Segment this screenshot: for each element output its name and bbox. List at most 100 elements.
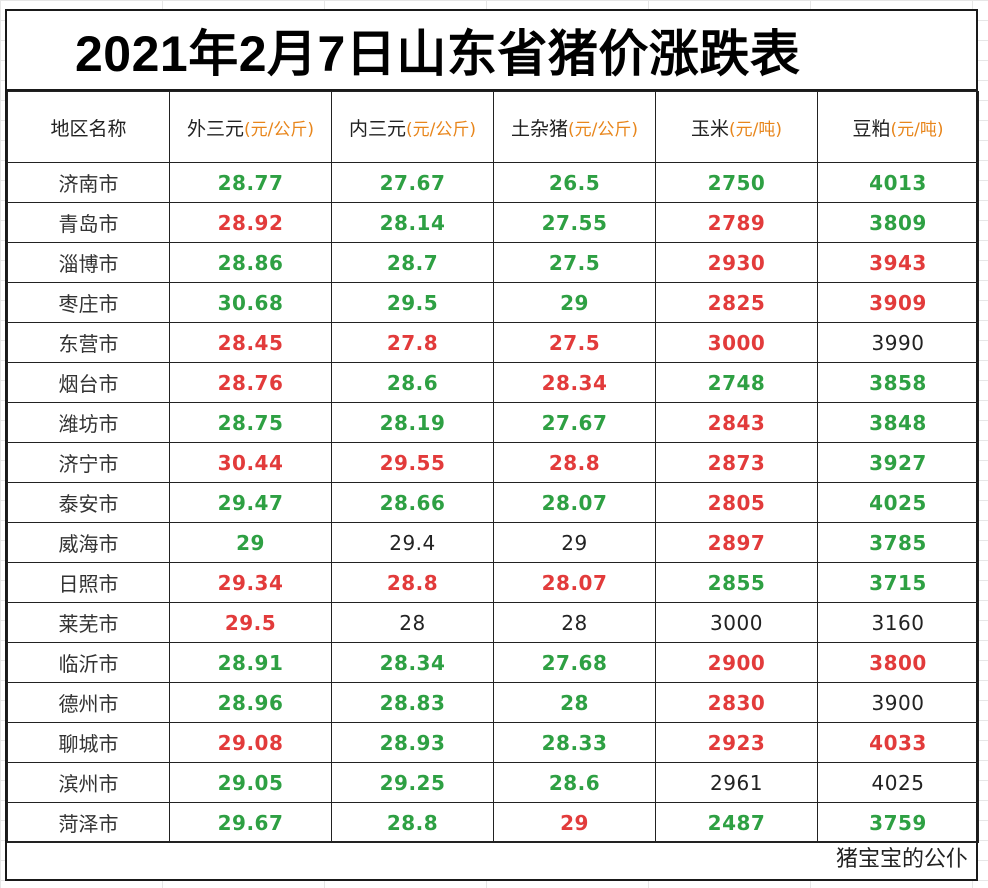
header-local-pig: 土杂猪(元/公斤): [493, 91, 656, 163]
price-cell: 2750: [655, 162, 818, 203]
price-cell: 2900: [655, 642, 818, 683]
price-cell: 3160: [817, 602, 979, 643]
price-cell: 30.44: [169, 442, 332, 483]
price-cell: 30.68: [169, 282, 332, 323]
header-unit: (元/吨): [890, 119, 944, 140]
table-row: 滨州市 29.05 29.25 28.6 2961 4025: [7, 762, 979, 803]
price-cell: 27.67: [493, 402, 656, 443]
price-cell: 28.19: [331, 402, 494, 443]
city-cell: 德州市: [7, 682, 170, 723]
price-cell: 4025: [817, 762, 979, 803]
header-name: 内三元: [348, 117, 406, 140]
header-region: 地区名称: [7, 91, 170, 163]
price-cell: 3927: [817, 442, 979, 483]
city-cell: 潍坊市: [7, 402, 170, 443]
city-cell: 济宁市: [7, 442, 170, 483]
price-cell: 27.5: [493, 322, 656, 363]
price-cell: 28.07: [493, 562, 656, 603]
price-cell: 29.47: [169, 482, 332, 523]
price-cell: 28.93: [331, 722, 494, 763]
price-cell: 29.08: [169, 722, 332, 763]
city-cell: 菏泽市: [7, 802, 170, 843]
price-cell: 4013: [817, 162, 979, 203]
price-cell: 28.14: [331, 202, 494, 243]
price-cell: 2897: [655, 522, 818, 563]
price-cell: 28.83: [331, 682, 494, 723]
table-row: 青岛市 28.92 28.14 27.55 2789 3809: [7, 202, 979, 243]
price-cell: 3000: [655, 322, 818, 363]
table-row: 济宁市 30.44 29.55 28.8 2873 3927: [7, 442, 979, 483]
price-cell: 2843: [655, 402, 818, 443]
city-cell: 莱芜市: [7, 602, 170, 643]
price-cell: 28.34: [331, 642, 494, 683]
city-cell: 聊城市: [7, 722, 170, 763]
price-cell: 28.77: [169, 162, 332, 203]
price-table: 地区名称 外三元(元/公斤) 内三元(元/公斤) 土杂猪(元/公斤) 玉米(元/…: [7, 91, 979, 843]
price-cell: 3858: [817, 362, 979, 403]
footer-bar: 猪宝宝的公仆: [7, 841, 976, 879]
city-cell: 日照市: [7, 562, 170, 603]
price-cell: 28.33: [493, 722, 656, 763]
city-cell: 滨州市: [7, 762, 170, 803]
table-row: 日照市 29.34 28.8 28.07 2855 3715: [7, 562, 979, 603]
price-cell: 29.05: [169, 762, 332, 803]
price-cell: 28.86: [169, 242, 332, 283]
table-header-row: 地区名称 外三元(元/公斤) 内三元(元/公斤) 土杂猪(元/公斤) 玉米(元/…: [7, 91, 979, 163]
header-corn: 玉米(元/吨): [655, 91, 818, 163]
table-row: 淄博市 28.86 28.7 27.5 2930 3943: [7, 242, 979, 283]
header-name: 豆粕: [852, 117, 891, 140]
price-cell: 27.5: [493, 242, 656, 283]
price-cell: 2855: [655, 562, 818, 603]
price-cell: 2923: [655, 722, 818, 763]
price-cell: 27.55: [493, 202, 656, 243]
table-row: 烟台市 28.76 28.6 28.34 2748 3858: [7, 362, 979, 403]
price-cell: 28.96: [169, 682, 332, 723]
price-cell: 29.67: [169, 802, 332, 843]
price-cell: 3909: [817, 282, 979, 323]
price-cell: 3943: [817, 242, 979, 283]
price-cell: 4033: [817, 722, 979, 763]
city-cell: 青岛市: [7, 202, 170, 243]
price-cell: 2748: [655, 362, 818, 403]
price-cell: 28.66: [331, 482, 494, 523]
city-cell: 淄博市: [7, 242, 170, 283]
price-cell: 29: [169, 522, 332, 563]
price-cell: 29: [493, 282, 656, 323]
price-cell: 29.55: [331, 442, 494, 483]
price-cell: 28.8: [493, 442, 656, 483]
price-cell: 3848: [817, 402, 979, 443]
price-cell: 29: [493, 522, 656, 563]
price-cell: 2789: [655, 202, 818, 243]
table-row: 潍坊市 28.75 28.19 27.67 2843 3848: [7, 402, 979, 443]
price-cell: 3759: [817, 802, 979, 843]
price-cell: 28.45: [169, 322, 332, 363]
price-cell: 2873: [655, 442, 818, 483]
table-row: 临沂市 28.91 28.34 27.68 2900 3800: [7, 642, 979, 683]
price-cell: 28.8: [331, 802, 494, 843]
header-inner-three: 内三元(元/公斤): [331, 91, 494, 163]
price-cell: 2961: [655, 762, 818, 803]
price-cell: 3900: [817, 682, 979, 723]
page-title: 2021年2月7日山东省猪价涨跌表: [7, 11, 976, 91]
header-soymeal: 豆粕(元/吨): [817, 91, 979, 163]
price-cell: 26.5: [493, 162, 656, 203]
city-cell: 临沂市: [7, 642, 170, 683]
price-cell: 3715: [817, 562, 979, 603]
table-row: 莱芜市 29.5 28 28 3000 3160: [7, 602, 979, 643]
table-row: 泰安市 29.47 28.66 28.07 2805 4025: [7, 482, 979, 523]
table-row: 威海市 29 29.4 29 2897 3785: [7, 522, 979, 563]
price-cell: 29: [493, 802, 656, 843]
header-name: 玉米: [690, 117, 729, 140]
price-cell: 27.67: [331, 162, 494, 203]
price-cell: 2830: [655, 682, 818, 723]
price-cell: 28.7: [331, 242, 494, 283]
price-cell: 28: [331, 602, 494, 643]
table-row: 聊城市 29.08 28.93 28.33 2923 4033: [7, 722, 979, 763]
price-cell: 28.75: [169, 402, 332, 443]
price-cell: 3990: [817, 322, 979, 363]
price-cell: 2930: [655, 242, 818, 283]
city-cell: 烟台市: [7, 362, 170, 403]
price-cell: 28.6: [331, 362, 494, 403]
price-cell: 2825: [655, 282, 818, 323]
price-cell: 29.5: [169, 602, 332, 643]
